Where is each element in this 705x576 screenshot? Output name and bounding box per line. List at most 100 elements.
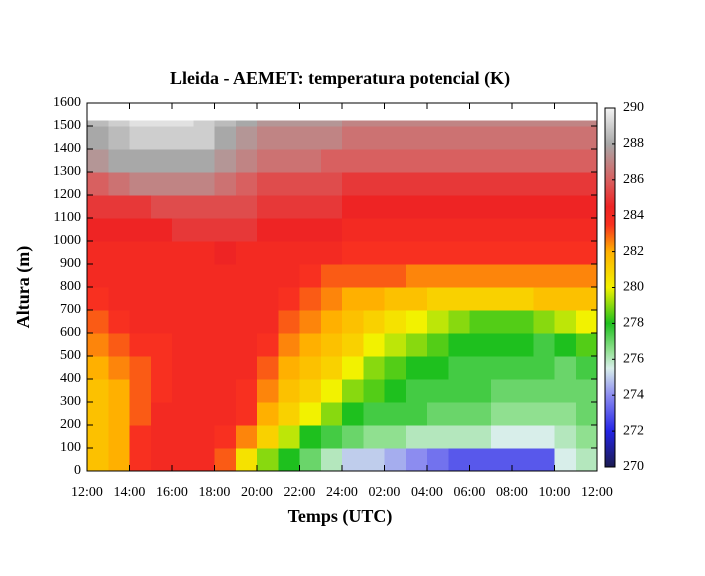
heatmap-cell	[427, 149, 449, 173]
heatmap-cell	[363, 425, 386, 449]
heatmap-cell	[278, 264, 301, 288]
heatmap-cell	[193, 379, 216, 403]
x-tick-label: 04:00	[411, 485, 443, 500]
heatmap-cell	[405, 425, 428, 449]
heatmap-cell	[427, 356, 449, 380]
colorbar-tick-label: 276	[623, 352, 644, 367]
heatmap-cell	[427, 425, 449, 449]
heatmap-cell	[342, 356, 364, 380]
heatmap-cell	[405, 333, 428, 357]
heatmap-cell	[214, 310, 237, 334]
heatmap-cell	[278, 241, 301, 265]
y-tick-label: 500	[60, 348, 81, 363]
heatmap-cell	[512, 195, 534, 219]
heatmap-cell	[554, 402, 577, 426]
heatmap-cell	[575, 310, 598, 334]
heatmap-cell	[87, 149, 109, 173]
heatmap-cell	[108, 126, 131, 150]
heatmap-cell	[193, 264, 216, 288]
heatmap-cell	[342, 448, 364, 472]
heatmap-cell	[448, 379, 471, 403]
x-tick-label: 08:00	[496, 485, 528, 500]
heatmap-cell	[448, 448, 471, 472]
heatmap-cell	[363, 356, 386, 380]
heatmap-cell	[427, 310, 449, 334]
heatmap-cell	[533, 310, 556, 334]
heatmap-cell	[384, 120, 407, 127]
heatmap-cell	[469, 333, 492, 357]
heatmap-cell	[150, 120, 173, 127]
heatmap-cell	[299, 149, 322, 173]
heatmap-cell	[299, 241, 322, 265]
heatmap-cell	[299, 448, 322, 472]
heatmap-cell	[193, 402, 216, 426]
heatmap-cell	[257, 356, 279, 380]
heatmap-cell	[533, 333, 556, 357]
heatmap-cell	[299, 333, 322, 357]
heatmap-cell	[108, 195, 131, 219]
heatmap-cell	[108, 287, 131, 311]
heatmap-cell	[512, 126, 534, 150]
heatmap-cell	[342, 126, 364, 150]
heatmap-cell	[575, 333, 598, 357]
heatmap-cell	[490, 402, 513, 426]
heatmap-cell	[235, 218, 258, 242]
heatmap-cell	[108, 264, 131, 288]
heatmap-cell	[235, 149, 258, 173]
heatmap-cell	[108, 172, 131, 196]
heatmap-cell	[235, 172, 258, 196]
heatmap-cell	[490, 264, 513, 288]
heatmap-cell	[405, 448, 428, 472]
heatmap-cell	[278, 149, 301, 173]
heatmap-cell	[342, 218, 364, 242]
heatmap-cell	[554, 149, 577, 173]
heatmap-cell	[87, 195, 109, 219]
heatmap-cell	[448, 120, 471, 127]
heatmap-cell	[150, 356, 173, 380]
heatmap-cell	[533, 356, 556, 380]
heatmap-cell	[87, 379, 109, 403]
colorbar-tick-label: 280	[623, 280, 644, 295]
heatmap-cell	[490, 379, 513, 403]
heatmap-cell	[129, 425, 152, 449]
heatmap-cell	[193, 333, 216, 357]
heatmap-cell	[87, 241, 109, 265]
heatmap-cell	[108, 241, 131, 265]
heatmap-cell	[384, 149, 407, 173]
heatmap-cell	[490, 425, 513, 449]
heatmap-cell	[235, 310, 258, 334]
heatmap-cell	[129, 310, 152, 334]
y-tick-label: 800	[60, 279, 81, 294]
heatmap-cell	[427, 287, 449, 311]
heatmap-cell	[448, 310, 471, 334]
heatmap-cell	[193, 218, 216, 242]
colorbar-tick-label: 270	[623, 459, 644, 474]
heatmap-cell	[193, 448, 216, 472]
heatmap-cell	[533, 241, 556, 265]
heatmap-cell	[320, 264, 343, 288]
heatmap-cell	[278, 333, 301, 357]
heatmap-cell	[299, 379, 322, 403]
heatmap-cell	[172, 356, 194, 380]
heatmap-cell	[257, 172, 279, 196]
heatmap-cell	[427, 448, 449, 472]
heatmap-cell	[512, 448, 534, 472]
heatmap-cell	[193, 241, 216, 265]
heatmap-cell	[278, 195, 301, 219]
heatmap-cell	[320, 172, 343, 196]
heatmap-cell	[172, 287, 194, 311]
heatmap-cell	[469, 310, 492, 334]
heatmap-cell	[235, 356, 258, 380]
heatmap-cell	[278, 379, 301, 403]
heatmap-cell	[150, 172, 173, 196]
heatmap-cell	[257, 126, 279, 150]
heatmap-cell	[214, 356, 237, 380]
y-tick-label: 100	[60, 440, 81, 455]
heatmap-cell	[235, 241, 258, 265]
heatmap-cell	[129, 120, 152, 127]
y-axis-label: Altura (m)	[13, 246, 34, 328]
heatmap-cell	[87, 425, 109, 449]
heatmap-cell	[257, 149, 279, 173]
x-tick-label: 12:00	[581, 485, 613, 500]
heatmap-cell	[490, 333, 513, 357]
